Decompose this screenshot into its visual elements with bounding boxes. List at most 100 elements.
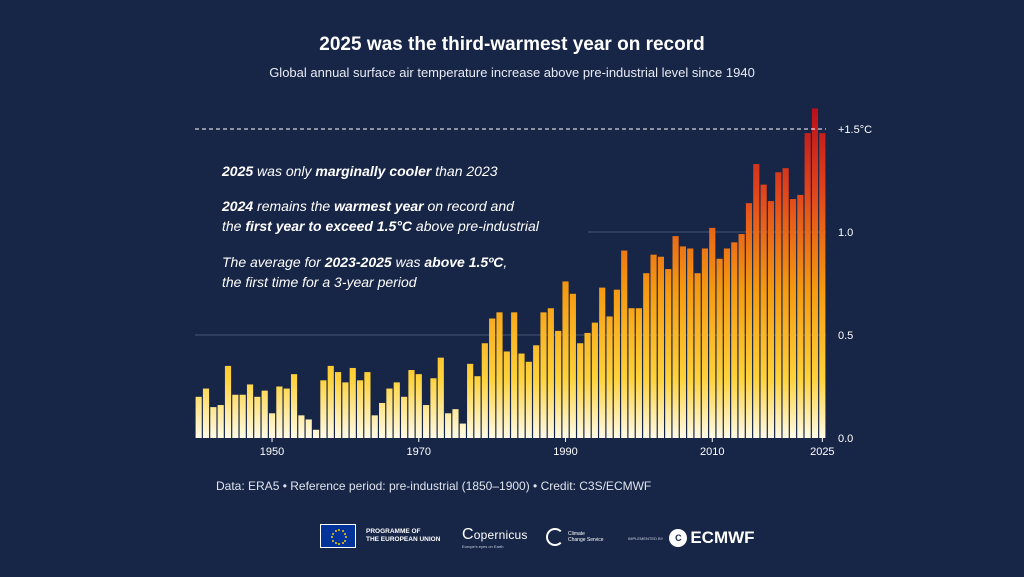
eu-star-icon: [331, 536, 333, 538]
eu-star-icon: [344, 532, 347, 535]
eu-line-2: THE EUROPEAN UNION: [366, 536, 441, 543]
bar: [254, 396, 261, 438]
eu-star-icon: [341, 542, 344, 545]
annotation-three-year-average: The average for 2023-2025 was above 1.5º…: [222, 254, 508, 290]
chart-title: 2025 was the third-warmest year on recor…: [319, 34, 705, 55]
bar: [709, 227, 716, 438]
eu-star-icon: [334, 529, 337, 532]
eu-flag-icon: [320, 524, 356, 548]
bar: [804, 133, 811, 438]
bar: [613, 289, 620, 438]
bar: [672, 236, 679, 438]
eu-star-icon: [341, 529, 344, 532]
bar: [518, 353, 525, 438]
bar: [261, 390, 268, 438]
c3s-line-2: Change Service: [568, 537, 604, 543]
eu-programme-logo: PROGRAMME OF THE EUROPEAN UNION: [320, 524, 440, 548]
bar: [217, 405, 224, 438]
eu-star-icon: [331, 532, 334, 535]
bar: [577, 343, 584, 438]
bar: [628, 308, 635, 438]
partner-logos: PROGRAMME OF THE EUROPEAN UNION Copernic…: [0, 520, 1024, 560]
bar: [268, 413, 276, 438]
y-tick-label: 0.0: [838, 433, 853, 445]
bar: [290, 374, 298, 438]
bar: [650, 254, 657, 438]
x-tick-label: 2010: [700, 446, 724, 458]
bar: [459, 423, 466, 438]
bar: [591, 322, 598, 438]
bar: [738, 234, 745, 438]
bar: [283, 388, 290, 438]
bar: [562, 281, 569, 438]
bar: [393, 382, 400, 438]
bar: [408, 370, 415, 438]
ecmwf-mark-icon: C: [669, 529, 688, 547]
bar: [694, 273, 701, 438]
bar: [312, 429, 320, 438]
bar: [489, 318, 496, 438]
eu-star-icon: [334, 542, 337, 545]
bar: [320, 380, 327, 438]
reference-line-label: +1.5°C: [838, 124, 872, 136]
eu-star-icon: [338, 543, 340, 545]
bar: [797, 194, 804, 438]
data-credit-note: Data: ERA5 • Reference period: pre-indus…: [216, 479, 652, 493]
bar: [789, 199, 797, 438]
bar: [679, 246, 686, 438]
bar: [723, 248, 731, 438]
bar: [276, 386, 283, 438]
bar: [298, 415, 305, 438]
bar: [753, 164, 760, 438]
bar: [401, 396, 408, 438]
bar: [305, 419, 312, 438]
bar: [445, 413, 452, 438]
eu-star-icon: [345, 536, 347, 538]
bar: [195, 396, 202, 438]
x-tick-label: 1950: [260, 446, 284, 458]
eu-star-icon: [344, 539, 347, 542]
bar: [555, 330, 562, 438]
bar: [599, 287, 606, 438]
bar: [357, 380, 364, 438]
eu-line-1: PROGRAMME OF: [366, 528, 421, 535]
bar: [379, 402, 386, 438]
bar: [621, 250, 628, 438]
bar: [511, 312, 518, 438]
bar: [716, 258, 723, 438]
bar: [767, 201, 775, 438]
c3s-circle-icon: [546, 528, 564, 546]
bar: [371, 415, 378, 438]
ecmwf-wordmark: ECMWF: [690, 528, 755, 547]
bar: [327, 365, 334, 438]
c3s-logo: Climate Change Service: [546, 528, 604, 546]
copernicus-logo: Copernicus Europe's eyes on Earth: [462, 526, 528, 549]
bar: [745, 203, 753, 438]
bar: [496, 312, 503, 438]
bar: [547, 308, 554, 438]
bar: [584, 332, 591, 438]
bar: [430, 378, 437, 438]
bar: [606, 316, 613, 438]
bar: [246, 384, 254, 438]
x-tick-label: 1970: [407, 446, 431, 458]
bar: [342, 382, 349, 438]
x-tick-label: 2025: [810, 446, 834, 458]
bar: [819, 133, 826, 438]
bar: [635, 308, 642, 438]
bar: [643, 273, 650, 438]
bar: [657, 256, 664, 438]
eu-star-icon: [338, 529, 340, 531]
y-tick-label: 1.0: [838, 227, 853, 239]
c3s-line-1: Climate: [568, 531, 585, 537]
bar: [232, 394, 239, 438]
bar: [202, 388, 210, 438]
bar: [452, 409, 459, 438]
bar: [540, 312, 547, 438]
bar: [437, 357, 444, 438]
bar: [349, 367, 356, 438]
bar: [687, 248, 694, 438]
bar: [386, 388, 393, 438]
bar: [423, 405, 430, 438]
